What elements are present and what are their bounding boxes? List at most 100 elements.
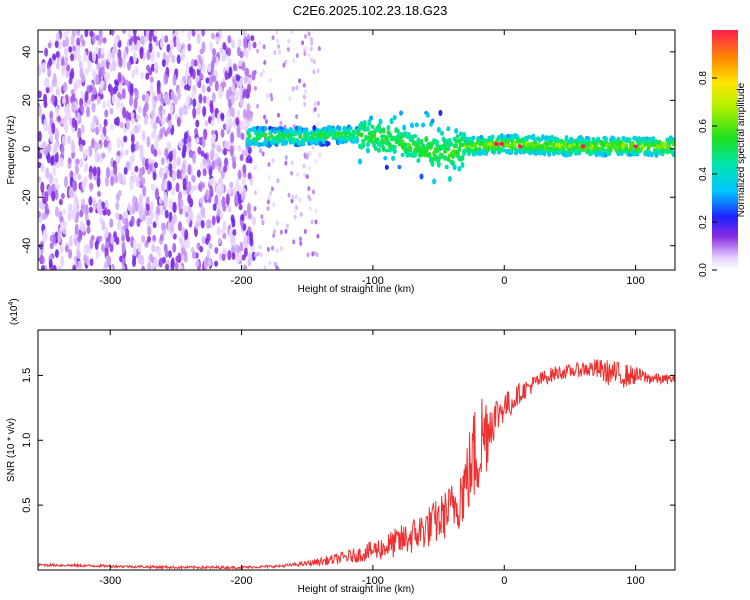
spectrogram-cell [74,216,79,224]
spectrogram-cell [386,125,391,131]
spectrogram-cell [192,153,197,165]
spectrogram-cell [183,131,188,140]
spectrogram-cell [187,30,192,42]
spectrogram-cell [223,157,228,167]
spectrogram-cell [51,183,56,193]
spectrogram-cell [98,204,103,216]
spectrogram-cell [214,247,219,255]
spectrogram-cell [100,66,105,77]
spectrogram-cell [199,197,204,204]
spectrogram-cell [145,92,150,103]
spectrogram-cell [61,135,66,144]
spectrogram-cell [54,249,59,259]
spectrogram-cell [59,157,64,167]
spectrogram-cell [221,48,226,57]
spectrogram-cell [110,123,115,131]
spectrogram-cell [550,142,555,148]
spectrogram-cell [153,30,158,37]
spectrogram-cell [384,148,389,153]
spectrogram-cell [152,99,157,111]
y-tick-label: 40 [21,46,33,58]
spectrogram-cell [206,249,211,259]
spectrogram-cell [266,246,270,252]
spectrogram-cell [136,113,141,121]
spectrogram-cell [83,244,88,255]
spectrogram-cell [235,179,240,190]
spectrogram-cell [236,74,241,82]
y-tick-label: 0.5 [21,497,33,512]
spectrogram-cell [287,192,291,198]
spectrogram-cell [373,146,378,152]
spectrogram-cell [134,124,139,133]
spectrogram-cell [53,143,58,155]
spectrogram-cell [146,136,151,148]
spectrogram-cell [123,166,128,175]
spectrogram-cell [370,139,375,145]
spectrogram-cell [122,211,127,219]
spectrogram-cell [67,157,72,165]
spectrogram-cell [87,60,92,72]
spectrogram-cell [210,32,215,40]
spectrogram-cell [304,88,308,94]
spectrogram-cell [290,30,294,35]
spectrogram-cell [47,67,52,78]
spectrogram-cell [299,236,303,242]
spectrogram-x-label: Height of straight line (km) [298,284,415,295]
spectrogram-cell [91,138,96,149]
spectrogram-cell [146,49,151,61]
spectrogram-cell [144,34,149,42]
spectrogram-cell [212,48,217,57]
spectrogram-cell [106,209,111,216]
spectrogram-cell [85,149,90,156]
spectrogram-cell [282,62,286,68]
spectrogram-cell [237,145,242,152]
spectrogram-cell [148,209,153,216]
spectrogram-cell [284,228,288,234]
snr-y-multiplier: (x104) [8,298,20,325]
spectrogram-cell [153,148,158,157]
spectrogram-cell [201,30,206,37]
spectrogram-cell [460,162,465,169]
spectrogram-cell [117,219,122,231]
spectrogram-peak [499,141,505,146]
spectrogram-cell [156,204,161,217]
spectrogram-cell [166,127,171,135]
spectrogram-cell [197,62,202,70]
spectrogram-cell [258,244,262,250]
spectrogram-cell [58,198,63,206]
colorbar: 0.0 0.2 0.4 0.6 0.8 Normalized spectral ampl… [698,30,747,277]
spectrogram-cell [133,44,138,51]
spectrogram-cell [309,46,313,52]
spectrogram-cell [671,151,675,158]
colorbar-ticks: 0.0 0.2 0.4 0.6 0.8 [698,71,717,277]
spectrogram-cell [64,56,69,67]
spectrogram-cell [301,141,306,147]
spectrogram-cell [365,126,370,132]
spectrogram-cell [83,254,88,263]
spectrogram-cell [52,53,57,61]
spectrogram-cell [106,72,111,82]
spectrogram-cell [94,141,99,153]
spectrogram-cell [152,221,157,229]
spectrogram-cell [109,63,114,70]
spectrogram-cell [303,101,307,107]
spectrogram-cell [154,61,159,72]
spectrogram-cell [446,126,451,132]
spectrogram-cell [321,139,326,145]
spectrogram-cell [391,155,396,161]
spectrogram-cell [443,149,448,154]
spectrogram-cell [310,219,314,225]
spectrogram-cell [200,219,205,229]
spectrogram-cell [509,149,514,155]
spectrogram-cell [194,127,199,136]
spectrogram-cell [239,154,244,162]
spectrogram-cell [138,167,143,180]
spectrogram-cell [100,59,105,69]
spectrogram-cell [93,115,98,123]
spectrogram-cell [247,82,252,94]
spectrogram-cell [479,134,484,139]
spectrogram-cell [141,235,146,243]
spectrogram-cell [170,219,175,227]
spectrogram-cell [410,122,415,129]
x-tick-label: -300 [99,575,121,587]
